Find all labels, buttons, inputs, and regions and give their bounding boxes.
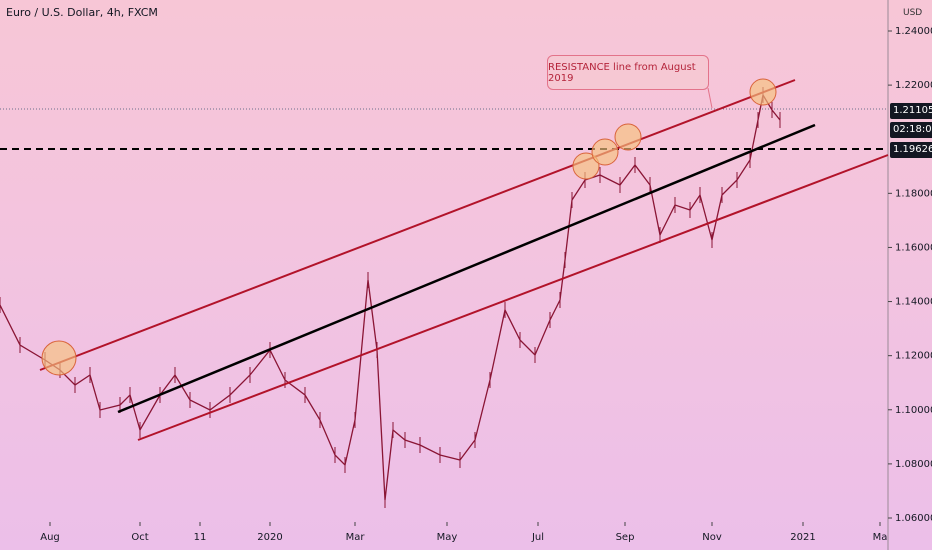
countdown-tag: 02:18:02 bbox=[890, 122, 932, 138]
chart-title: Euro / U.S. Dollar, 4h, FXCM bbox=[6, 6, 158, 19]
y-tick-label: 1.18000 bbox=[895, 188, 932, 199]
x-tick-label: 2021 bbox=[790, 532, 815, 543]
mid-trendline bbox=[117, 123, 816, 414]
x-tick-label: Oct bbox=[131, 532, 148, 543]
y-tick-label: 1.10000 bbox=[895, 405, 932, 416]
y-tick-label: 1.24000 bbox=[895, 26, 932, 37]
x-tick-label: Nov bbox=[702, 532, 722, 543]
resistance-trendline bbox=[39, 79, 796, 371]
x-tick-label: Ma bbox=[873, 532, 888, 543]
last-price-tag: 1.21105 bbox=[890, 103, 932, 119]
callout-text: RESISTANCE line from August 2019 bbox=[548, 61, 696, 84]
resistance-touch-circle bbox=[614, 123, 642, 151]
x-tick-label: 11 bbox=[194, 532, 207, 543]
y-tick-label: 1.22000 bbox=[895, 80, 932, 91]
resistance-callout: RESISTANCE line from August 2019 bbox=[547, 55, 709, 90]
x-tick-label: Mar bbox=[346, 532, 366, 543]
y-tick-label: 1.12000 bbox=[895, 351, 932, 362]
x-tick-label: May bbox=[437, 532, 458, 543]
y-tick-label: 1.16000 bbox=[895, 242, 932, 253]
x-tick-label: Sep bbox=[616, 532, 635, 543]
y-tick-label: 1.08000 bbox=[895, 459, 932, 470]
callout-pointer bbox=[707, 87, 713, 109]
x-tick-label: 2020 bbox=[257, 532, 282, 543]
x-tick-label: Jul bbox=[531, 532, 544, 543]
x-tick-label: Aug bbox=[40, 532, 60, 543]
support-trendline bbox=[137, 154, 889, 441]
resistance-touch-circle bbox=[572, 152, 600, 180]
price-line bbox=[0, 93, 781, 501]
resistance-touch-circle bbox=[749, 78, 777, 106]
resistance-touch-circle bbox=[41, 340, 77, 376]
currency-label: USD bbox=[903, 8, 923, 18]
y-tick-label: 1.14000 bbox=[895, 297, 932, 308]
level-price-tag: 1.19626 bbox=[890, 142, 932, 158]
resistance-touch-circle bbox=[591, 138, 619, 166]
y-tick-label: 1.06000 bbox=[895, 513, 932, 524]
